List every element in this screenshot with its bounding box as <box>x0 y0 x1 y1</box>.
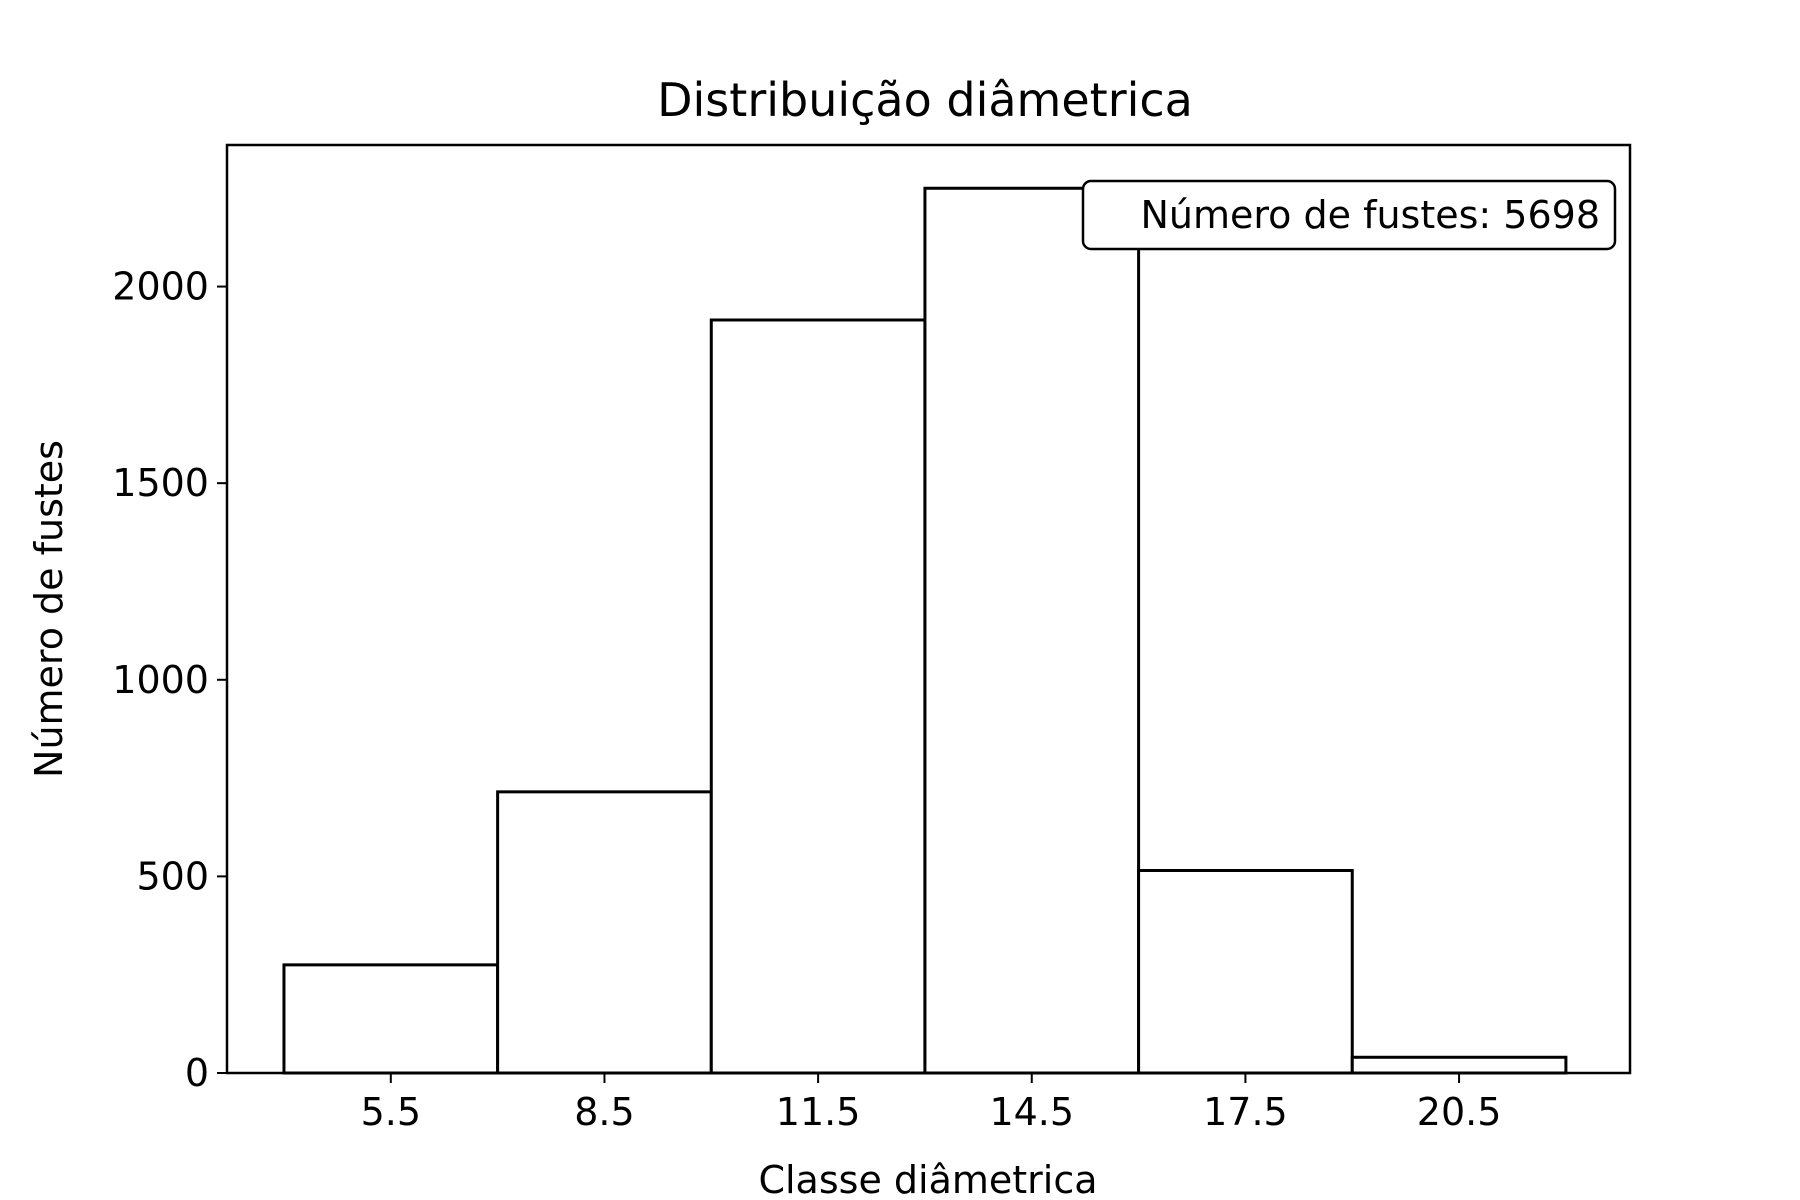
y-axis-label: Número de fustes <box>27 440 71 778</box>
histogram-bar-14.5 <box>923 186 1141 1075</box>
x-tick-label: 8.5 <box>574 1090 634 1134</box>
histogram-bar-11.5 <box>709 318 927 1075</box>
y-tick-label: 0 <box>185 1051 209 1095</box>
y-axis-ticks: 0 500 1000 1500 2000 <box>112 265 227 1095</box>
y-tick-label: 1500 <box>112 461 209 505</box>
x-tick-label: 14.5 <box>989 1090 1074 1134</box>
annotation-box: Número de fustes: 5698 <box>1081 179 1617 251</box>
x-tick-label: 17.5 <box>1203 1090 1288 1134</box>
x-tick-label: 11.5 <box>776 1090 861 1134</box>
bars-group <box>282 186 1568 1075</box>
y-tick-label: 1000 <box>112 658 209 702</box>
annotation-box-border <box>1081 179 1617 251</box>
x-axis-ticks: 5.5 8.5 11.5 14.5 17.5 20.5 <box>361 1073 1502 1134</box>
annotation-text: Número de fustes: 5698 <box>1140 193 1600 237</box>
x-tick-label: 20.5 <box>1417 1090 1502 1134</box>
y-tick-label: 2000 <box>112 265 209 309</box>
plot-frame <box>225 143 1632 1075</box>
x-tick-label: 5.5 <box>361 1090 421 1134</box>
histogram-bar-8.5 <box>496 790 713 1075</box>
y-tick-label: 500 <box>136 854 209 898</box>
histogram-bar-17.5 <box>1137 868 1354 1075</box>
x-axis-label: Classe diâmetrica <box>758 1158 1097 1200</box>
chart-title: Distribuição diâmetrica <box>657 73 1193 127</box>
histogram-bar-20.5 <box>1350 1055 1568 1075</box>
histogram-bar-5.5 <box>282 963 500 1075</box>
